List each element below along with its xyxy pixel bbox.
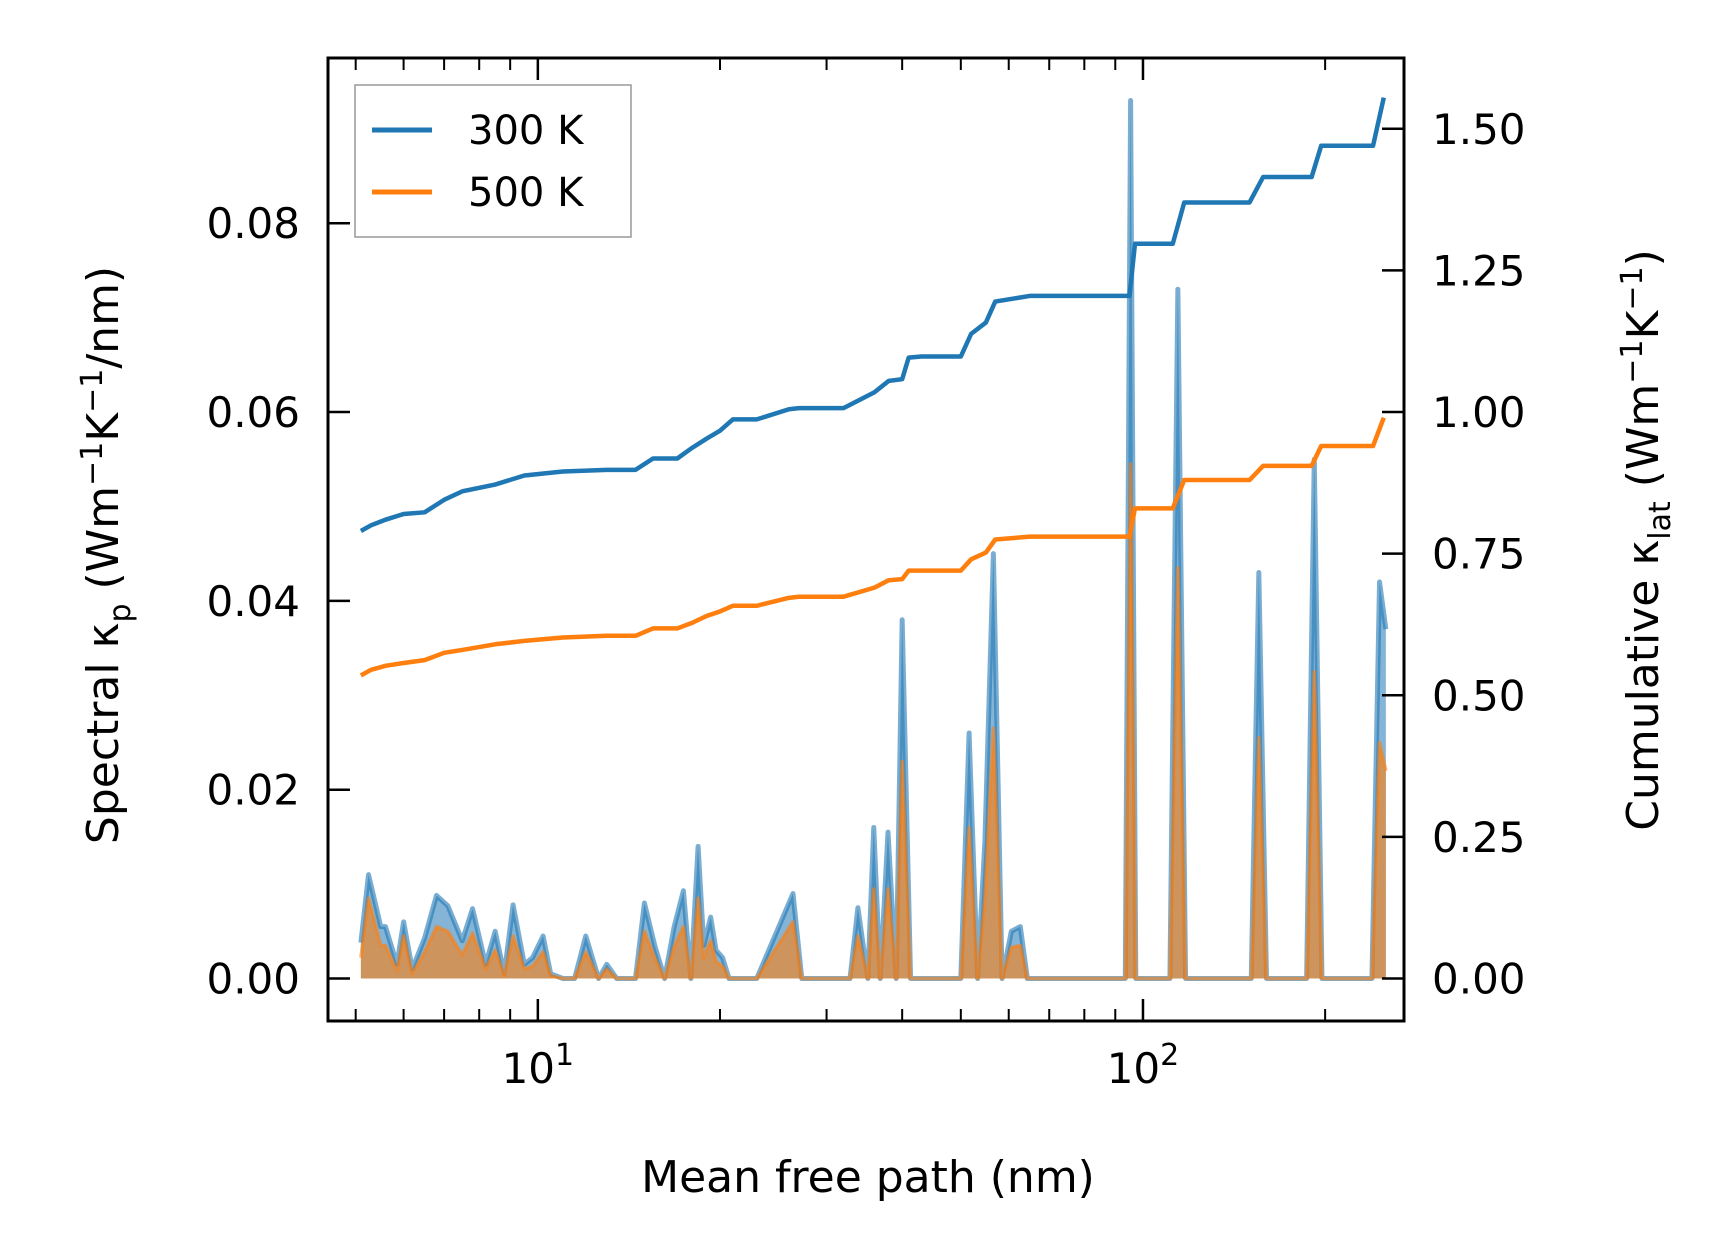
y-tick-label-right: 1.00: [1432, 388, 1526, 437]
y-axis-label-left: Spectral κp (Wm−1K−1/nm): [75, 266, 138, 844]
y-tick-label-right: 1.25: [1432, 246, 1526, 295]
y-tick-label-left: 0.02: [206, 766, 300, 815]
legend-box: [354, 84, 632, 238]
y-tick-label-left: 0.06: [206, 388, 300, 437]
legend-label-500k: 500 K: [468, 170, 585, 216]
y-axis-label-right: Cumulative κlat (Wm−1K−1): [1615, 249, 1678, 831]
cumulative-line-500k: [359, 416, 1386, 678]
y-tick-label-right: 1.50: [1432, 105, 1526, 154]
legend-label-300k: 300 K: [468, 108, 585, 154]
y-tick-label-left: 0.08: [206, 199, 300, 248]
spectral-line-500k: [359, 462, 1388, 981]
x-tick-label: 102: [1107, 1038, 1180, 1093]
y-tick-label-right: 0.50: [1432, 671, 1526, 720]
y-tick-label-left: 0.00: [206, 955, 300, 1004]
y-tick-label-right: 0.00: [1432, 955, 1526, 1004]
cumulative-layer: [359, 97, 1386, 678]
cumulative-line-300k: [359, 97, 1386, 533]
y-tick-label-left: 0.04: [206, 577, 300, 626]
spectral-layer: [358, 97, 1389, 982]
plot-frame: [326, 56, 1406, 1023]
y-tick-label-right: 0.25: [1432, 813, 1526, 862]
axes-layer: 0.00 0.02 0.04 0.06 0.08 0.00 0.25 0.50 0.75 1.00…: [206, 56, 1526, 1093]
x-tick-label: 101: [502, 1038, 575, 1093]
x-axis-label: Mean free path (nm): [641, 1152, 1095, 1203]
legend: 300 K 500 K: [354, 84, 632, 238]
y-tick-label-right: 0.75: [1432, 530, 1526, 579]
